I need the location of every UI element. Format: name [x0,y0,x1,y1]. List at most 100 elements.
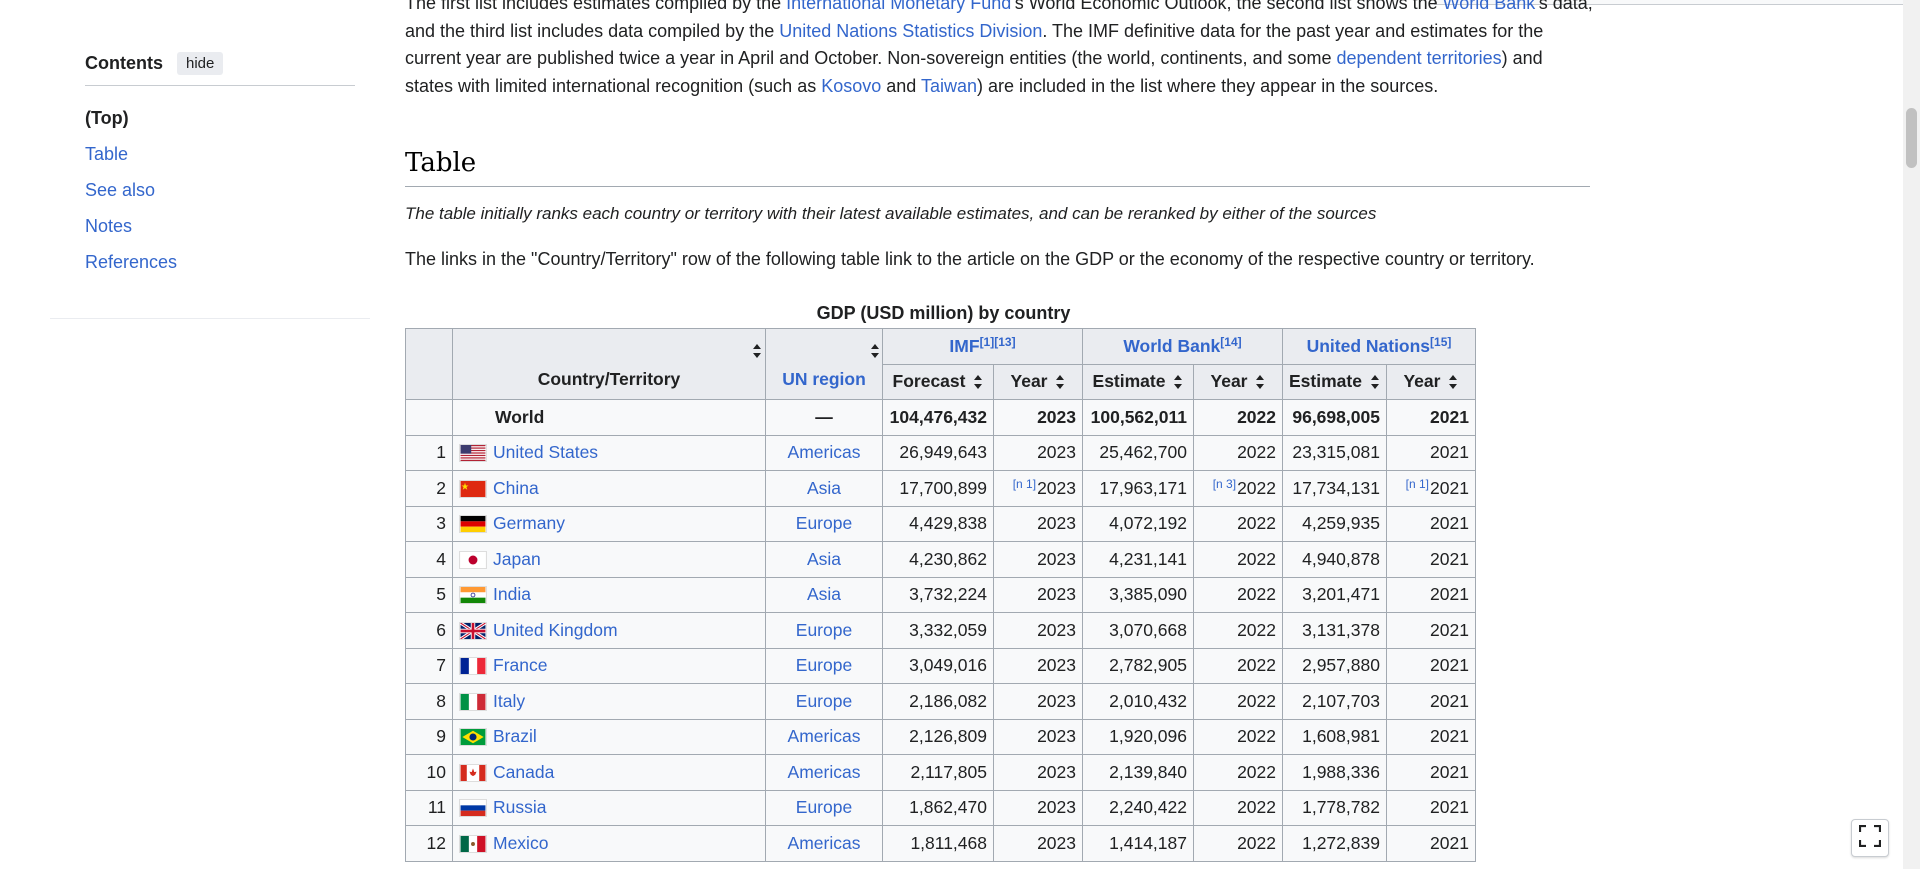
year-value: 2023 [1037,548,1076,569]
scrollbar-thumb[interactable] [1906,108,1917,168]
country-link[interactable]: United Kingdom [493,619,618,640]
wb-estimate-header[interactable]: Estimate [1082,363,1194,400]
wb-year-cell: 2022 [1193,612,1283,649]
country-link[interactable]: Mexico [493,832,549,853]
footnote-link[interactable]: [n 1] [1012,476,1037,491]
sort-icon[interactable] [973,375,983,390]
header-label: Year [1403,371,1441,391]
region-link[interactable]: Asia [806,584,842,604]
wb-year-header[interactable]: Year [1193,363,1283,400]
unsd-link[interactable]: United Nations Statistics Division [779,20,1043,41]
un-value-cell: 3,131,378 [1282,612,1387,649]
region-link[interactable]: Asia [806,477,842,498]
country-link[interactable]: India [493,584,531,604]
region-cell: Americas [765,434,883,471]
imf-link[interactable]: International Monetary Fund [786,0,1012,13]
un-refs[interactable]: [15] [1430,334,1452,349]
dependent-territories-link[interactable]: dependent territories [1336,48,1502,68]
un-year-cell: [n 1]2021 [1385,470,1476,507]
year-value: 2023 [1037,832,1076,853]
country-link[interactable]: Italy [493,690,526,711]
year-value: 2022 [1237,655,1276,675]
un-year-header[interactable]: Year [1385,363,1476,400]
imf-forecast-header[interactable]: Forecast [882,363,994,400]
sort-icon[interactable] [1448,375,1458,390]
wb-value-cell: 4,072,192 [1082,505,1194,542]
country-cell: Brazil [452,718,766,755]
table-row: 8 Italy Europe 2,186,082 2023 2,010,432 2022 2,… [405,683,1476,720]
region-link[interactable]: Americas [787,832,861,853]
region-link[interactable]: Asia [806,548,842,569]
footnote-link[interactable]: [n 1] [1405,476,1430,491]
country-link[interactable]: Germany [493,513,565,533]
world-bank-link[interactable]: World Bank [1442,0,1536,13]
toc-hide-button[interactable]: hide [177,52,224,75]
scrollbar[interactable] [1903,0,1920,869]
year-value: 2022 [1237,726,1276,746]
country-link[interactable]: United States [493,442,599,462]
sort-icon[interactable] [870,343,880,358]
region-link[interactable]: Europe [795,655,853,675]
un-value-cell: 4,940,878 [1282,541,1387,578]
toc-item-references[interactable]: References [85,252,178,272]
table-row: 2 China Asia 17,700,899 [n 1]2023 17,963,171[… [405,470,1476,507]
region-link[interactable]: Europe [795,690,853,711]
country-cell: Canada [452,754,766,791]
world-bank-header-link[interactable]: World Bank [1123,335,1221,356]
region-link[interactable]: Americas [787,761,861,782]
un-year-cell: 2021 [1385,825,1476,862]
un-estimate-header[interactable]: Estimate [1282,363,1387,400]
country-link[interactable]: Canada [493,761,555,782]
year-value: 2022 [1237,761,1276,782]
toc-title: Contents [85,53,163,73]
country-header[interactable]: Country/Territory [452,328,766,400]
year-value: 2023 [1037,655,1076,675]
imf-year-cell: 2023 [993,718,1083,755]
region-link[interactable]: Europe [795,619,853,640]
imf-value-cell: 3,732,224 [882,576,994,613]
country-link[interactable]: Russia [493,797,547,817]
toc-item-table[interactable]: Table [85,144,129,164]
wb-year-cell: 2022 [1193,718,1283,755]
region-header[interactable]: UN region [765,328,883,400]
imf-header-link[interactable]: IMF [949,335,980,356]
region-cell: Europe [765,612,883,649]
taiwan-link[interactable]: Taiwan [920,75,978,96]
toc-item-top[interactable]: (Top) [85,108,129,128]
country-link[interactable]: France [493,655,548,675]
region-link[interactable]: Americas [787,726,861,746]
imf-value-cell: 2,186,082 [882,683,994,720]
region-link[interactable]: Europe [795,797,853,817]
intro-text: 's World Economic Outlook, the second li… [1011,0,1443,13]
region-cell: Americas [765,825,883,862]
wb-value-cell: 25,462,700 [1082,434,1194,471]
sort-icon[interactable] [752,343,762,358]
country-link[interactable]: Japan [493,548,541,569]
un-region-link[interactable]: UN region [782,368,866,389]
wb-year-cell: 2022 [1193,683,1283,720]
toc-item-notes[interactable]: Notes [85,216,133,236]
wb-value-cell: 3,070,668 [1082,612,1194,649]
wb-year-cell: 2022 [1193,541,1283,578]
kosovo-link[interactable]: Kosovo [821,75,882,96]
sort-icon[interactable] [1370,375,1380,390]
sort-icon[interactable] [1055,375,1065,390]
footnote-link[interactable]: [n 3] [1212,476,1237,491]
intro-paragraph: The first list includes estimates compil… [405,0,1595,100]
wb-value-cell: 2,139,840 [1082,754,1194,791]
un-header-link[interactable]: United Nations [1306,335,1431,356]
imf-refs[interactable]: [1][13] [979,334,1016,349]
fullscreen-button[interactable] [1851,819,1889,857]
table-caption: GDP (USD million) by country [816,303,1071,323]
world-bank-refs[interactable]: [14] [1220,334,1242,349]
imf-year-header[interactable]: Year [993,363,1083,400]
intro-text: ) are included in the list where they ap… [977,75,1439,96]
toc-item-see-also[interactable]: See also [85,180,156,200]
sort-icon[interactable] [1173,375,1183,390]
region-link[interactable]: Americas [787,442,861,462]
country-link[interactable]: China [493,477,539,498]
country-link[interactable]: Brazil [493,726,537,746]
region-link[interactable]: Europe [795,513,853,533]
sort-icon[interactable] [1255,375,1265,390]
infobox-bottom-edge [1434,0,1920,5]
